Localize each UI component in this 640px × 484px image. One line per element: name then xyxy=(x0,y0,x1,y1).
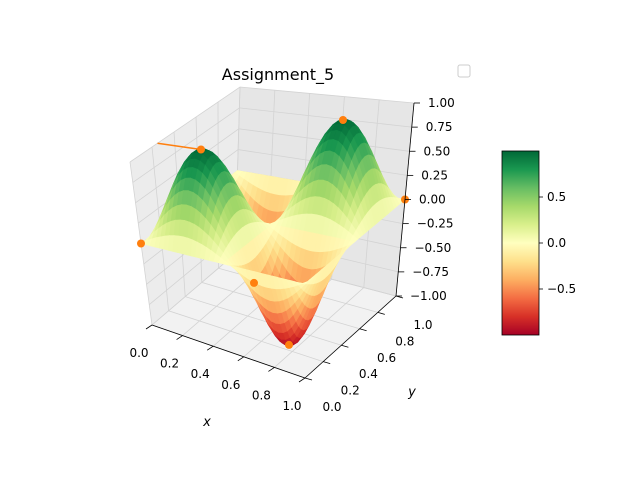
surface-mesh xyxy=(140,118,406,347)
y-tick-label: 0.6 xyxy=(377,351,396,365)
x-tick-mark xyxy=(268,367,275,372)
legend-box xyxy=(457,64,471,78)
y-tick-mark xyxy=(304,377,313,381)
y-axis-line xyxy=(304,295,397,379)
x-tick-label: 0.8 xyxy=(252,388,271,402)
x-tick-label: 0.6 xyxy=(221,378,240,392)
grid-line-z xyxy=(132,107,412,183)
scatter-point xyxy=(339,116,347,124)
z-tick-label: −0.25 xyxy=(417,217,454,231)
scatter-point xyxy=(137,239,145,248)
y-tick-mark xyxy=(359,328,367,332)
y-axis-label: y xyxy=(407,385,416,400)
y-tick-label: 0.0 xyxy=(322,400,341,414)
scatter-markers xyxy=(137,116,409,349)
colorbar-ticks: 0.5 0.0 −0.5 xyxy=(539,190,576,296)
z-axis: −1.00 −0.75 −0.50 −0.25 0.00 0.25 0.50 0.75 1.00 xyxy=(395,96,455,303)
z-tick-label: 0.50 xyxy=(424,144,451,158)
scatter-point xyxy=(285,340,293,349)
y-tick-label: 0.8 xyxy=(395,334,414,348)
x-tick-label: 0.2 xyxy=(160,357,179,371)
scatter-point xyxy=(250,278,258,287)
scatter-line xyxy=(157,142,202,151)
z-tick-label: −1.00 xyxy=(410,289,447,303)
z-tick-label: 1.00 xyxy=(428,96,455,110)
chart-title: Assignment_5 xyxy=(222,65,334,85)
x-axis-label: x xyxy=(202,415,211,430)
x-tick-label: 0.4 xyxy=(191,367,210,381)
x-axis-line xyxy=(151,324,306,379)
z-tick-label: −0.50 xyxy=(415,241,452,255)
y-tick-label: 0.2 xyxy=(341,384,360,398)
grid-line-z xyxy=(129,86,415,163)
x-tick-mark xyxy=(206,345,214,351)
y-tick-mark xyxy=(341,344,349,348)
x-tick-label: 1.0 xyxy=(282,399,301,413)
y-tick-label: 0.4 xyxy=(359,367,378,381)
z-tick-label: 0.75 xyxy=(426,120,453,134)
colorbar: 0.5 0.0 −0.5 xyxy=(501,150,576,336)
x-tick-mark xyxy=(176,335,183,340)
z-tick-label: 0.00 xyxy=(419,193,446,207)
z-tick-label: −0.75 xyxy=(412,265,449,279)
colorbar-gradient xyxy=(501,150,540,336)
y-tick-mark xyxy=(377,312,385,315)
x-tick-mark xyxy=(145,324,153,330)
colorbar-tick-label: 0.0 xyxy=(547,236,566,250)
y-tick-label: 1.0 xyxy=(413,318,432,332)
scatter-point xyxy=(197,145,205,154)
surface-patch xyxy=(299,281,308,285)
x-tick-label: 0.0 xyxy=(129,346,148,360)
colorbar-tick-label: 0.5 xyxy=(547,190,566,204)
y-axis: 0.00.2 0.4 0.6 0.8 1.0 xyxy=(304,295,433,414)
y-tick-mark xyxy=(323,361,331,364)
colorbar-tick-label: −0.5 xyxy=(547,282,576,296)
x-tick-mark xyxy=(298,377,306,383)
x-axis: 0.0 0.2 0.4 0.6 0.8 1.0 xyxy=(129,324,306,413)
x-tick-mark xyxy=(237,356,245,362)
z-tick-label: 0.25 xyxy=(421,168,448,182)
